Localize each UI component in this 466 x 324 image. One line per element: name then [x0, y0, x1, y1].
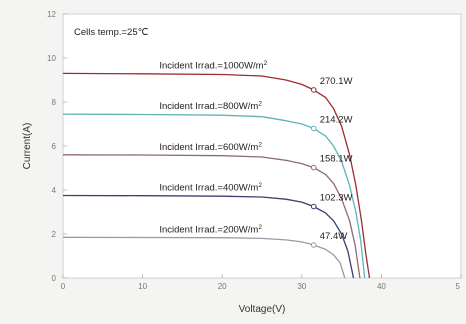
mpp-marker: [310, 203, 317, 210]
irradiance-label: Incident Irrad.=800W/m2: [159, 101, 262, 113]
iv-curve-line: [62, 72, 371, 279]
plot-area: [62, 13, 462, 279]
mpp-marker: [310, 242, 317, 248]
temperature-annotation: Cells temp.=25℃: [74, 27, 149, 38]
y-tick-label: 6: [52, 142, 57, 151]
irradiance-label: Incident Irrad.=200W/m2: [159, 224, 262, 236]
mpp-marker: [310, 164, 317, 171]
y-tick-label: 8: [52, 98, 57, 107]
x-tick-label: 5: [456, 282, 461, 291]
irradiance-label: Incident Irrad.=600W/m2: [159, 141, 262, 153]
x-tick-label: 30: [297, 282, 306, 291]
max-power-label: 214.2W: [320, 114, 353, 125]
iv-curve-line: [62, 194, 355, 279]
max-power-label: 158.1W: [320, 154, 353, 165]
iv-curve-line: [62, 113, 366, 279]
max-power-label: 102.3W: [320, 193, 353, 204]
y-tick-label: 4: [52, 186, 57, 195]
y-axis-title: Current(A): [22, 123, 33, 170]
curve-labels: Incident Irrad.=1000W/m2 270.1W Incident I…: [159, 60, 352, 242]
x-axis-ticks: 0 10 20 30 40 5: [61, 274, 462, 291]
y-tick-label: 10: [47, 54, 56, 63]
mpp-marker: [310, 87, 317, 93]
mpp-marker: [310, 125, 317, 132]
irradiance-label: Incident Irrad.=1000W/m2: [159, 60, 267, 72]
y-tick-label: 12: [47, 10, 56, 19]
x-tick-label: 10: [138, 282, 147, 291]
max-power-label: 270.1W: [320, 76, 353, 87]
y-tick-label: 2: [52, 230, 57, 239]
y-axis-ticks: 0 2 4 6 8 10 12: [47, 10, 67, 283]
y-tick-label: 0: [52, 274, 57, 283]
x-tick-label: 40: [377, 282, 386, 291]
max-power-label: 47.4W: [320, 231, 347, 242]
x-tick-label: 0: [61, 282, 66, 291]
x-tick-label: 20: [218, 282, 227, 291]
iv-curve-line: [62, 236, 346, 279]
irradiance-label: Incident Irrad.=400W/m2: [159, 182, 262, 194]
iv-curves: [62, 72, 371, 279]
x-axis-title: Voltage(V): [239, 304, 286, 315]
